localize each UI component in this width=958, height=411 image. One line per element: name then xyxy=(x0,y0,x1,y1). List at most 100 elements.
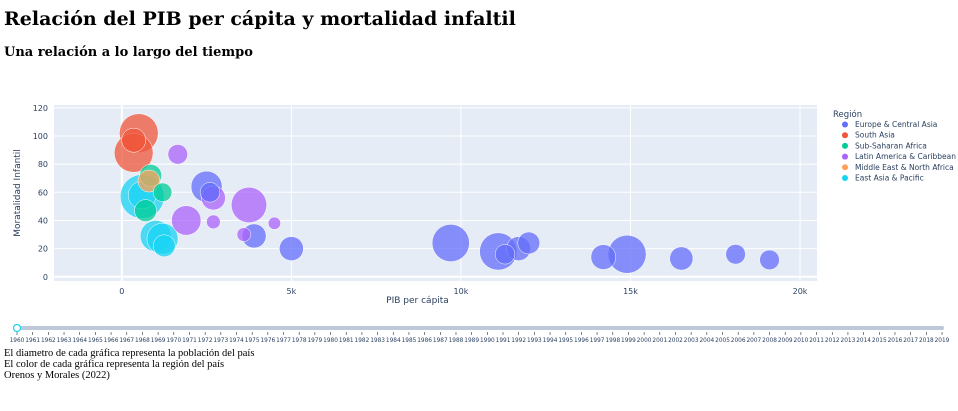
year-label[interactable]: 2005 xyxy=(715,338,730,344)
legend-item-label[interactable]: Middle East & North Africa xyxy=(855,163,954,172)
year-label[interactable]: 1998 xyxy=(605,338,620,344)
year-label[interactable]: 1973 xyxy=(213,338,228,344)
data-point-bubble[interactable] xyxy=(517,231,541,255)
year-label[interactable]: 2009 xyxy=(778,338,793,344)
year-label[interactable]: 2007 xyxy=(746,338,761,344)
year-label[interactable]: 1984 xyxy=(386,338,401,344)
year-label[interactable]: 1962 xyxy=(41,338,56,344)
data-point-bubble[interactable] xyxy=(171,205,202,236)
year-label[interactable]: 1966 xyxy=(104,338,119,344)
year-label[interactable]: 1971 xyxy=(182,338,197,344)
note-diameter: El diametro de cada gráfica representa l… xyxy=(4,348,255,359)
year-label[interactable]: 1976 xyxy=(260,338,275,344)
y-tick-label: 0 xyxy=(43,273,48,282)
year-label[interactable]: 1972 xyxy=(198,338,213,344)
year-label[interactable]: 1996 xyxy=(574,338,589,344)
legend-item-label[interactable]: East Asia & Pacific xyxy=(855,174,924,183)
year-label[interactable]: 2014 xyxy=(856,338,871,344)
year-label[interactable]: 2004 xyxy=(699,338,714,344)
legend-marker[interactable] xyxy=(842,121,848,128)
data-point-bubble[interactable] xyxy=(725,244,746,265)
data-point-bubble[interactable] xyxy=(236,227,252,242)
data-point-bubble[interactable] xyxy=(199,182,221,203)
year-label[interactable]: 1999 xyxy=(621,338,636,344)
legend-item-label[interactable]: Europe & Central Asia xyxy=(855,120,937,129)
year-label[interactable]: 1988 xyxy=(449,338,464,344)
data-point-bubble[interactable] xyxy=(431,224,470,262)
year-label[interactable]: 2012 xyxy=(825,338,840,344)
year-label[interactable]: 2001 xyxy=(652,338,667,344)
year-label[interactable]: 1968 xyxy=(135,338,150,344)
year-label[interactable]: 1964 xyxy=(72,338,87,344)
year-label[interactable]: 1981 xyxy=(339,338,354,344)
year-label[interactable]: 2018 xyxy=(919,338,934,344)
year-label[interactable]: 1985 xyxy=(402,338,417,344)
year-label[interactable]: 2008 xyxy=(762,338,777,344)
year-label[interactable]: 2010 xyxy=(794,338,809,344)
page-subtitle: Una relación a lo largo del tiempo xyxy=(4,45,253,60)
year-label[interactable]: 1990 xyxy=(480,338,495,344)
year-label[interactable]: 2017 xyxy=(903,338,918,344)
legend-marker[interactable] xyxy=(842,153,848,160)
year-label[interactable]: 1994 xyxy=(543,338,558,344)
y-tick-label: 100 xyxy=(33,132,48,141)
data-point-bubble[interactable] xyxy=(134,199,157,222)
legend-marker[interactable] xyxy=(842,132,848,139)
year-label[interactable]: 1975 xyxy=(245,338,260,344)
data-point-bubble[interactable] xyxy=(206,214,221,230)
year-label[interactable]: 2003 xyxy=(684,338,699,344)
year-label[interactable]: 1961 xyxy=(25,338,40,344)
legend-item-label[interactable]: Sub-Saharan Africa xyxy=(855,141,927,150)
year-label[interactable]: 1965 xyxy=(88,338,103,344)
year-label[interactable]: 2019 xyxy=(935,338,950,344)
year-label[interactable]: 1960 xyxy=(10,338,25,344)
data-point-bubble[interactable] xyxy=(121,127,146,153)
year-label[interactable]: 2016 xyxy=(888,338,903,344)
legend-item-label[interactable]: South Asia xyxy=(855,131,895,140)
y-tick-label: 60 xyxy=(38,188,48,197)
year-label[interactable]: 1977 xyxy=(276,338,291,344)
year-label[interactable]: 1989 xyxy=(464,338,479,344)
year-label[interactable]: 1992 xyxy=(511,338,526,344)
data-point-bubble[interactable] xyxy=(759,249,780,270)
legend-marker[interactable] xyxy=(842,175,848,181)
year-label[interactable]: 1967 xyxy=(119,338,134,344)
data-point-bubble[interactable] xyxy=(279,236,304,261)
data-point-bubble[interactable] xyxy=(590,244,617,270)
year-label[interactable]: 1987 xyxy=(433,338,448,344)
year-label[interactable]: 2002 xyxy=(668,338,683,344)
year-label[interactable]: 1974 xyxy=(229,338,244,344)
legend-marker[interactable] xyxy=(842,142,848,149)
year-label[interactable]: 1979 xyxy=(307,338,322,344)
year-label[interactable]: 2013 xyxy=(841,338,856,344)
data-point-bubble[interactable] xyxy=(267,216,281,230)
legend-marker[interactable] xyxy=(842,164,848,171)
year-label[interactable]: 1997 xyxy=(590,338,605,344)
year-label[interactable]: 1991 xyxy=(496,338,511,344)
year-label[interactable]: 1983 xyxy=(370,338,385,344)
year-label[interactable]: 1970 xyxy=(166,338,181,344)
year-label[interactable]: 1993 xyxy=(527,338,542,344)
year-label[interactable]: 2000 xyxy=(637,338,652,344)
legend-item-label[interactable]: Latin America & Caribbean xyxy=(855,152,956,161)
data-point-bubble[interactable] xyxy=(137,169,161,193)
year-label[interactable]: 2015 xyxy=(872,338,887,344)
data-point-bubble[interactable] xyxy=(167,144,188,165)
data-point-bubble[interactable] xyxy=(494,244,516,265)
data-point-bubble[interactable] xyxy=(152,234,176,258)
year-label[interactable]: 1969 xyxy=(151,338,166,344)
year-label[interactable]: 1978 xyxy=(292,338,307,344)
year-label[interactable]: 1980 xyxy=(323,338,338,344)
data-point-bubble[interactable] xyxy=(669,246,694,271)
data-point-bubble[interactable] xyxy=(231,186,267,223)
year-label[interactable]: 1986 xyxy=(417,338,432,344)
year-label[interactable]: 1995 xyxy=(558,338,573,344)
data-point-bubble[interactable] xyxy=(152,182,173,202)
year-label[interactable]: 1963 xyxy=(57,338,72,344)
notes: El diametro de cada gráfica representa l… xyxy=(4,348,254,381)
year-label[interactable]: 2011 xyxy=(809,338,824,344)
legend-title: Región xyxy=(833,109,862,120)
year-label[interactable]: 2006 xyxy=(731,338,746,344)
year-label[interactable]: 1982 xyxy=(355,338,370,344)
year-slider-handle[interactable] xyxy=(12,323,22,333)
